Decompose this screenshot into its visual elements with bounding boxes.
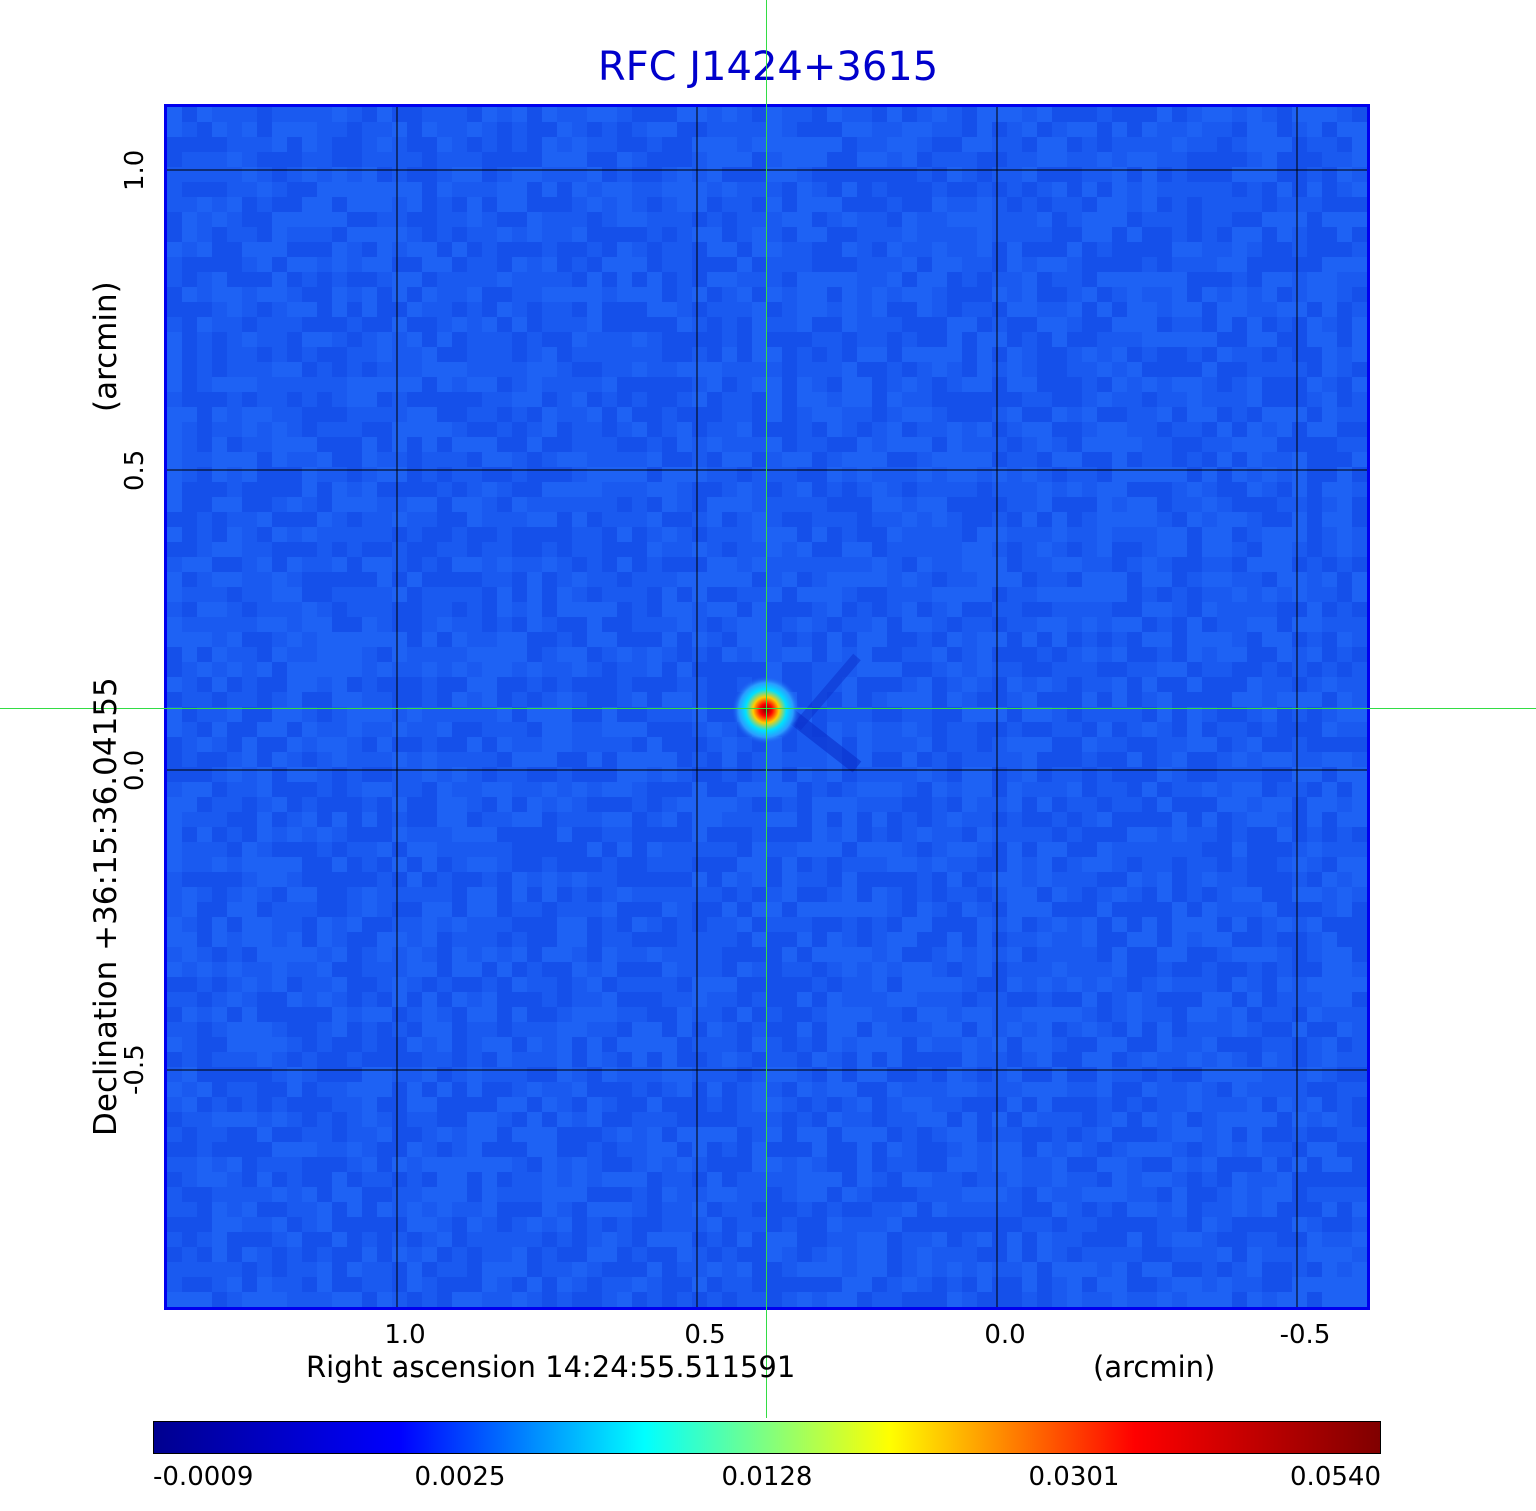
map-svg [167, 107, 1367, 1307]
colorbar-tick-label: 0.0301 [1028, 1462, 1120, 1492]
x-tick-label: 0.0 [984, 1320, 1026, 1350]
image-title: RFC J1424+3615 [597, 44, 939, 90]
x-tick-label: -0.5 [1279, 1320, 1331, 1350]
colorbar-tick-label: -0.0009 [153, 1462, 254, 1492]
y-tick-label: 0.5 [120, 449, 150, 491]
colorbar [153, 1421, 1381, 1454]
y-tick-label: -0.5 [120, 1044, 150, 1096]
coordinate-grid [167, 107, 1367, 1307]
y-tick-label: 1.0 [120, 149, 150, 191]
radio-image-map[interactable] [164, 104, 1370, 1310]
colorbar-tick-label: 0.0540 [1290, 1462, 1381, 1492]
y-tick-label: 0.0 [120, 749, 150, 791]
x-axis-label: Right ascension 14:24:55.511591 [306, 1350, 796, 1384]
y-axis-unit: (arcmin) [88, 281, 124, 412]
x-tick-label: 1.0 [384, 1320, 426, 1350]
crosshair-vertical [766, 0, 767, 1418]
colorbar-tick-label: 0.0128 [721, 1462, 813, 1492]
y-axis-label: Declination +36:15:36.04155 [88, 677, 124, 1136]
map-noise [167, 107, 1367, 1307]
x-axis-unit: (arcmin) [1093, 1350, 1216, 1384]
x-tick-label: 0.5 [684, 1320, 726, 1350]
colorbar-tick-label: 0.0025 [414, 1462, 506, 1492]
crosshair-horizontal [0, 708, 1536, 709]
